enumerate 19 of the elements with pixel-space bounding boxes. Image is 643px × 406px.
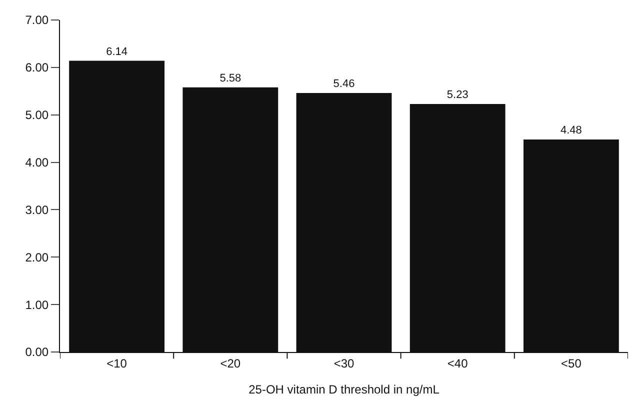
x-tick-label: <20 <box>220 356 241 370</box>
y-tick-label: 2.00 <box>25 250 49 264</box>
y-tick-label: 6.00 <box>25 60 49 75</box>
data-label: 5.23 <box>446 88 468 101</box>
y-tick-label: 7.00 <box>25 13 49 28</box>
y-tick-label: 3.00 <box>25 202 49 217</box>
y-tick-label: 4.00 <box>25 155 49 170</box>
data-label: 6.14 <box>106 46 128 58</box>
y-tick-label: 5.00 <box>25 108 49 122</box>
x-axis-title: 25-OH vitamin D threshold in ng/mL <box>248 382 440 396</box>
x-tick-label: <40 <box>447 356 468 370</box>
data-label: 4.48 <box>560 124 582 137</box>
x-tick-label: <50 <box>561 356 582 370</box>
data-label: 5.46 <box>333 78 355 90</box>
y-tick-label: 1.00 <box>25 298 49 312</box>
x-tick-label: <10 <box>106 356 128 370</box>
x-tick-label: <30 <box>334 356 354 370</box>
data-label: 5.58 <box>220 72 242 84</box>
y-tick-label: 0.00 <box>25 345 49 360</box>
